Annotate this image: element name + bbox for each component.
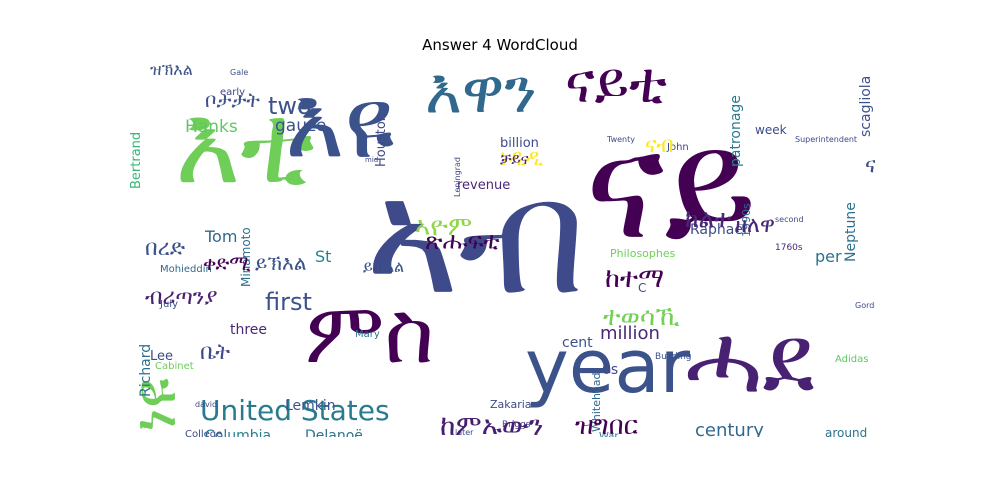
cloud-word: per: [815, 247, 842, 266]
cloud-word: Philosophes: [610, 247, 676, 260]
cloud-word: ከተማ: [605, 263, 664, 294]
cloud-word: Raphael: [690, 222, 747, 238]
cloud-word: ናብ: [645, 133, 674, 158]
cloud-word: ቻይና: [500, 150, 529, 168]
cloud-word: ዘለዋ: [735, 213, 775, 238]
cloud-word: ተወሳኺ: [603, 302, 680, 332]
cloud-word: patronage: [728, 95, 744, 167]
cloud-word: second: [775, 215, 804, 224]
cloud-word: እዩ: [285, 64, 394, 181]
cloud-word: ቤት: [200, 340, 230, 365]
word-cloud: እቲ እዩ እዋን ናይቲ ኣብ ናይ year ምስ ሓደ ነዩ United States two…: [125, 62, 875, 437]
cloud-word: week: [755, 123, 787, 137]
cloud-word: Leningrad: [453, 157, 462, 197]
cloud-word: Bertrand: [129, 132, 144, 189]
cloud-word: ከምኡውን: [440, 409, 543, 437]
cloud-word: first: [265, 288, 312, 316]
cloud-word: ናይ: [585, 99, 757, 273]
cloud-word: ይኽእል: [363, 257, 404, 276]
cloud-word: Tom: [204, 227, 237, 246]
cloud-word: cent: [562, 335, 593, 351]
cloud-word: ክልተ: [685, 204, 731, 233]
cloud-word: እቲ: [175, 80, 314, 208]
cloud-word: 1990s: [740, 203, 753, 237]
cloud-word: C: [638, 281, 646, 295]
cloud-word: Minamoto: [239, 227, 253, 287]
cloud-word: በረድ: [145, 236, 185, 261]
cloud-word: Mary: [355, 329, 380, 340]
cloud-word: ናይራ: [865, 153, 875, 178]
cloud-word: 1760s: [775, 243, 803, 253]
cloud-word: United States: [200, 394, 390, 427]
cloud-word: million: [600, 323, 660, 344]
cloud-word: እዋን: [425, 62, 537, 127]
cloud-word: Briggs: [502, 420, 531, 430]
cloud-word: mid: [365, 156, 378, 164]
cloud-word: July: [159, 299, 178, 310]
cloud-word: Lee: [150, 349, 173, 364]
cloud-word: Cabinet: [155, 361, 194, 372]
cloud-word: Zakaria: [490, 398, 532, 411]
cloud-word: St: [315, 247, 331, 266]
cloud-word: later: [455, 428, 474, 437]
cloud-word: Richard: [138, 344, 154, 397]
cloud-word: Twenty: [606, 135, 635, 144]
cloud-word: Gale: [230, 68, 248, 77]
cloud-word: scagliola: [858, 76, 874, 137]
cloud-word: ምስ: [305, 284, 434, 383]
chart-title: Answer 4 WordCloud: [422, 36, 578, 54]
cloud-word: Houston: [374, 113, 389, 167]
cloud-word: Adidas: [835, 354, 868, 365]
cloud-word: around: [825, 426, 867, 437]
cloud-word: ዝኽእል: [150, 62, 193, 79]
cloud-word: ቀድሚ: [203, 251, 251, 275]
cloud-word: ሓደ: [685, 305, 814, 415]
cloud-word: ነዲዲ: [500, 146, 544, 171]
cloud-word: david: [195, 400, 217, 409]
cloud-word: ብሪጣንያ: [145, 285, 218, 310]
cloud-word: Mohieddin: [160, 264, 212, 275]
cloud-word: Hanks: [185, 117, 238, 137]
cloud-word: Neptune: [843, 202, 859, 262]
cloud-word: War: [599, 431, 619, 437]
cloud-word: Superintendent: [795, 135, 857, 144]
cloud-word: ናይቲ: [565, 62, 667, 116]
cloud-word: Whitehead: [590, 373, 603, 432]
cloud-word: Delanoë: [305, 428, 363, 437]
cloud-word: Building: [655, 352, 692, 362]
cloud-word: billion: [500, 136, 539, 151]
cloud-word: two: [268, 92, 312, 120]
cloud-word: ጽሑፍቲ: [425, 227, 500, 255]
cloud-word: early: [220, 87, 245, 98]
cloud-word: Columbia: [205, 428, 271, 437]
cloud-word: revenue: [457, 178, 510, 193]
cloud-word: three: [230, 322, 267, 338]
cloud-word: 0s: [602, 362, 618, 378]
cloud-word: ቦታታት: [205, 88, 260, 112]
cloud-word: ኣዮም: [415, 212, 472, 242]
cloud-word: College: [185, 429, 222, 437]
cloud-word: gauze: [275, 116, 326, 136]
cloud-word: ዝግበር: [575, 411, 639, 437]
cloud-word: ነዩ: [125, 378, 190, 432]
cloud-word: century: [695, 420, 764, 437]
cloud-word: ኣብ: [365, 143, 586, 330]
cloud-word: year: [525, 324, 691, 410]
cloud-word: ይኽእል: [255, 251, 307, 275]
cloud-word: John: [666, 142, 689, 153]
cloud-word: Lemkin: [285, 398, 336, 414]
cloud-word: Gordon: [855, 301, 875, 310]
